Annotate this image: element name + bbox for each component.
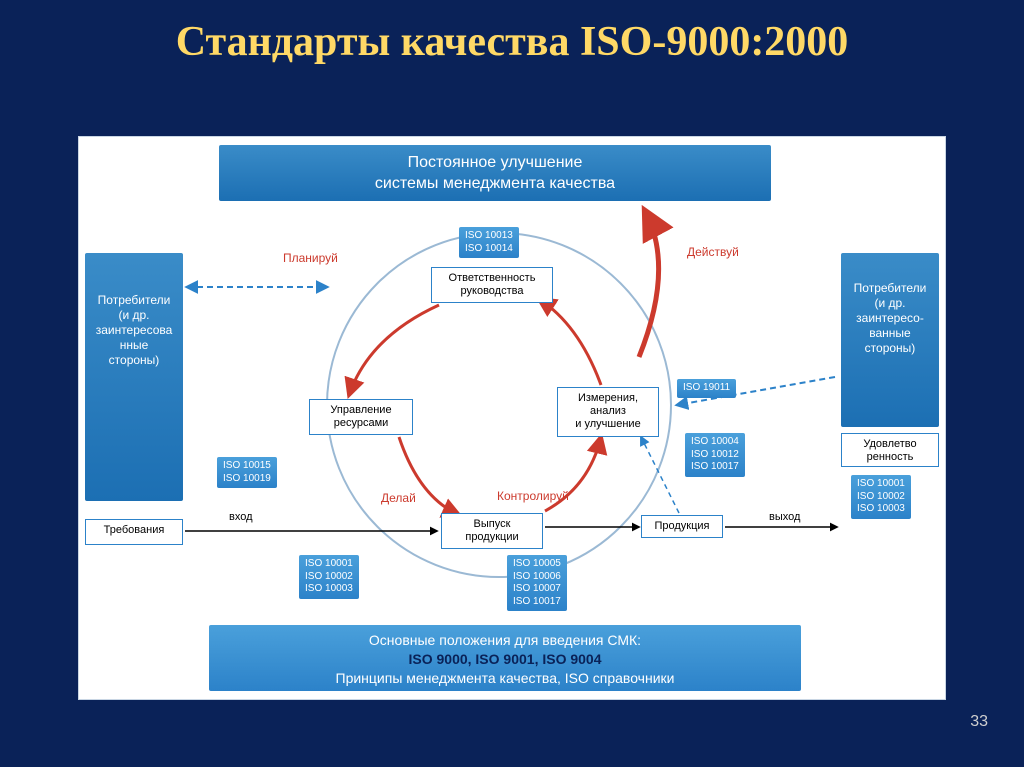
slide-title: Стандарты качества ISO-9000:2000 [0, 0, 1024, 66]
bottom-line1: Основные положения для введения СМК: [217, 631, 793, 650]
top-banner: Постоянное улучшениесистемы менеджмента … [219, 145, 771, 201]
diagram-canvas: Постоянное улучшениесистемы менеджмента … [78, 136, 946, 700]
product-box: Продукция [641, 515, 723, 538]
resources-box: Управлениересурсами [309, 399, 413, 435]
diagram-svg [79, 137, 947, 701]
bottom-banner: Основные положения для введения СМК: ISO… [209, 625, 801, 691]
right-consumers-column: Потребители(и др.заинтересо-ванныесторон… [841, 253, 939, 427]
responsibility-box: Ответственностьруководства [431, 267, 553, 303]
iso-tag-bottom-left: ISO 10001ISO 10002ISO 10003 [299, 555, 359, 599]
iso-tag-right-mid: ISO 19011 [677, 379, 736, 398]
satisfaction-box: Удовлетворенность [841, 433, 939, 467]
output-label: выход [769, 511, 800, 523]
requirements-box: Требования [85, 519, 183, 545]
left-consumers-column: Потребители(и др.заинтересованныестороны… [85, 253, 183, 501]
do-label: Делай [381, 491, 416, 505]
iso-tag-far-right: ISO 10001ISO 10002ISO 10003 [851, 475, 911, 519]
bottom-line2: ISO 9000, ISO 9001, ISO 9004 [217, 650, 793, 669]
act-label: Действуй [687, 245, 739, 259]
iso-tag-top: ISO 10013ISO 10014 [459, 227, 519, 258]
input-label: вход [229, 511, 253, 523]
check-label: Контролируй [497, 489, 569, 503]
bottom-line3: Принципы менеджмента качества, ISO справ… [217, 669, 793, 688]
plan-label: Планируй [283, 251, 338, 265]
iso-tag-bottom-center: ISO 10005ISO 10006ISO 10007ISO 10017 [507, 555, 567, 611]
page-number: 33 [970, 713, 988, 731]
iso-tag-right-lower: ISO 10004ISO 10012ISO 10017 [685, 433, 745, 477]
iso-tag-left: ISO 10015ISO 10019 [217, 457, 277, 488]
measurement-box: Измерения,анализи улучшение [557, 387, 659, 437]
production-box: Выпускпродукции [441, 513, 543, 549]
